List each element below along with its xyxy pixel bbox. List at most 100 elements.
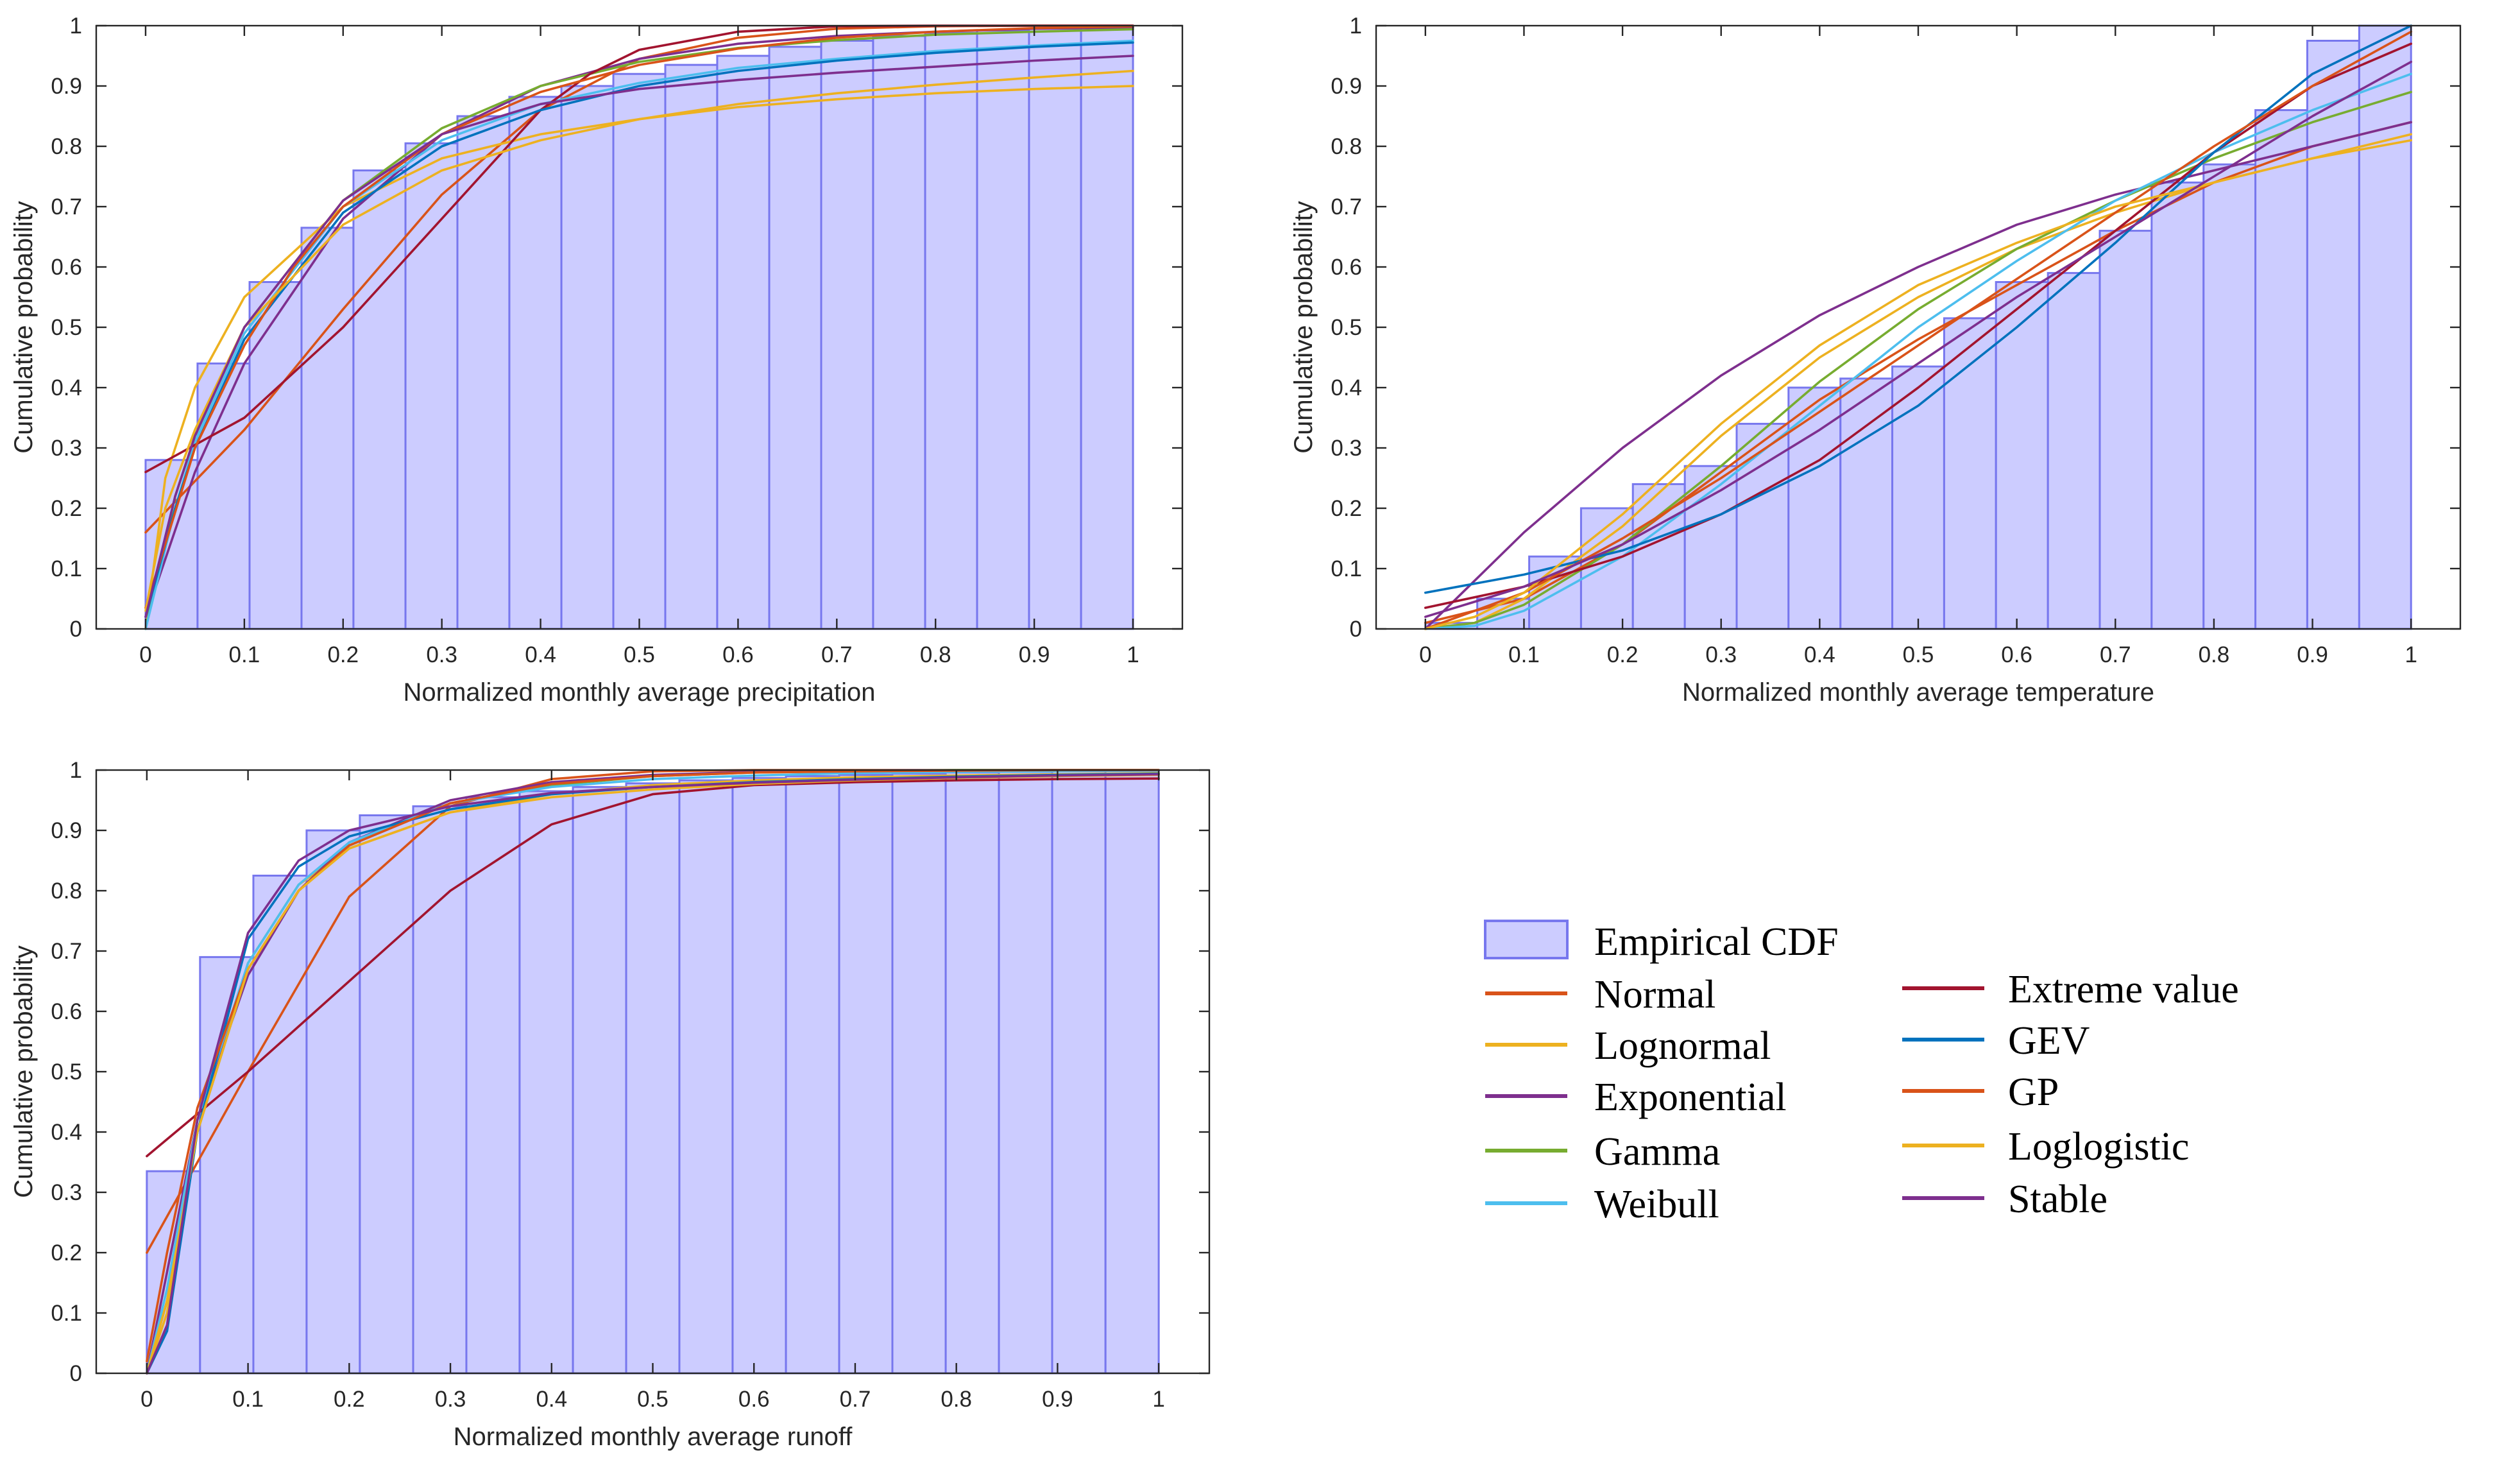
empirical-cdf-bar: [1839, 377, 1894, 630]
y-tick-label: 0.7: [51, 939, 82, 964]
empirical-cdf-bar: [508, 96, 563, 630]
x-tick-label: 0.9: [2297, 642, 2328, 667]
series-line-gamma: [1424, 90, 2412, 630]
x-tick-label: 1: [2405, 642, 2417, 667]
y-tick-label: 0.1: [1331, 556, 1362, 581]
x-tick-label: 0.3: [435, 1387, 466, 1412]
y-tick-label: 0.2: [1331, 496, 1362, 521]
x-tick-label: 0: [139, 642, 151, 667]
y-tick-label: 0.8: [51, 134, 82, 159]
x-tick-label: 0: [140, 1387, 153, 1412]
empirical-cdf-bar: [872, 35, 926, 630]
chart-bottom-left: 0 0.1 0.2 0.3 0.4 0.5 0.6 0.7 0.8 0.9 1 0 0.1 0.2 0.3 0…: [10, 758, 1211, 1451]
y-tick-label: 0.9: [51, 818, 82, 843]
series-line-weibull: [146, 769, 1160, 1375]
y-axis-label: Cumulative probability: [10, 201, 38, 454]
fitted-curves: [1424, 24, 2412, 630]
empirical-cdf-bar: [944, 771, 1000, 1375]
empirical-cdf-bar: [300, 227, 355, 630]
empirical-cdf-bar: [1051, 770, 1107, 1375]
legend-label-gp: GP: [2008, 1070, 2059, 1114]
empirical-cdf-bar: [678, 779, 734, 1375]
series-line-loglogistic: [1424, 139, 2412, 630]
series-line-extreme-value: [1424, 42, 2412, 609]
empirical-cdf-bar: [924, 31, 978, 630]
x-tick-label: 0.2: [334, 1387, 365, 1412]
x-tick-label: 0: [1419, 642, 1431, 667]
series-line-lognormal: [144, 85, 1134, 630]
x-axis-label: Normalized monthly average temperature: [1682, 678, 2154, 707]
y-tick-label: 0.3: [51, 436, 82, 461]
empirical-cdf-bar: [412, 805, 468, 1375]
x-tick-label: 0.1: [232, 1387, 264, 1412]
legend-label-loglogistic: Loglogistic: [2008, 1125, 2189, 1169]
empirical-cdf-bar: [1995, 281, 2049, 630]
empirical-cdf-bar: [359, 814, 414, 1375]
empirical-cdf-bar: [716, 55, 770, 630]
empirical-cdf-bar: [465, 796, 521, 1375]
y-tick-label: 0.5: [1331, 315, 1362, 340]
y-tick-label: 0.8: [51, 879, 82, 904]
empirical-cdf-bar: [785, 775, 840, 1375]
series-line-gp: [1424, 30, 2412, 630]
empirical-cdf-bar: [252, 875, 308, 1375]
series-line-exponential: [1424, 121, 2412, 630]
empirical-cdf-bar: [2150, 181, 2205, 630]
empirical-cdf-bar: [2254, 109, 2308, 630]
y-tick-label: 0.5: [51, 315, 82, 340]
y-tick-label: 0.3: [1331, 436, 1362, 461]
y-axis-label: Cumulative probability: [1290, 201, 1318, 454]
x-tick-label: 0.8: [941, 1387, 972, 1412]
empirical-cdf-bar: [1943, 317, 1997, 630]
empirical-cdf-bar: [820, 40, 874, 630]
y-tick-label: 0.6: [51, 999, 82, 1024]
empirical-cdf-bar: [2099, 230, 2153, 630]
series-line-weibull: [1424, 73, 2412, 630]
x-tick-label: 0.1: [229, 642, 260, 667]
x-tick-label: 0.7: [840, 1387, 871, 1412]
x-tick-label: 0.8: [920, 642, 951, 667]
y-tick-label: 0.2: [51, 496, 82, 521]
legend-label-normal: Normal: [1594, 973, 1715, 1016]
x-axis-label: Normalized monthly average precipitation: [404, 678, 876, 707]
x-tick-label: 0.7: [821, 642, 853, 667]
y-tick-label: 0: [70, 1361, 82, 1386]
y-tick-label: 0: [70, 617, 82, 642]
legend-label-weibull: Weibull: [1594, 1183, 1719, 1226]
empirical-cdf-bar: [560, 85, 615, 630]
x-tick-label: 0.5: [1903, 642, 1934, 667]
series-line-stable: [146, 773, 1160, 1375]
legend-swatch-empirical-cdf: [1484, 920, 1569, 959]
x-tick-label: 0.4: [525, 642, 556, 667]
empirical-cdf-bar: [976, 30, 1030, 630]
y-tick-label: 0.7: [1331, 194, 1362, 219]
empirical-cdf-bar: [625, 782, 681, 1375]
y-tick-label: 1: [1350, 13, 1362, 39]
y-tick-label: 1: [70, 758, 82, 783]
y-tick-label: 1: [70, 13, 82, 39]
y-tick-label: 0.1: [51, 1301, 82, 1326]
x-tick-label: 0.1: [1508, 642, 1540, 667]
y-tick-label: 0.9: [1331, 74, 1362, 99]
empirical-cdf-bar: [664, 64, 719, 630]
empirical-cdf-bar: [2306, 40, 2360, 630]
y-tick-label: 0.4: [1331, 375, 1362, 400]
x-tick-label: 1: [1127, 642, 1139, 667]
empirical-cdf-bars: [1424, 24, 2412, 630]
empirical-cdf-bar: [2202, 163, 2257, 630]
legend-label-lognormal: Lognormal: [1594, 1024, 1771, 1068]
empirical-cdf-bar: [1080, 26, 1134, 630]
legend-label-empirical-cdf: Empirical CDF: [1594, 920, 1839, 964]
series-line-stable: [1424, 60, 2412, 618]
x-tick-label: 0.6: [738, 1387, 770, 1412]
legend-label-stable: Stable: [2008, 1178, 2107, 1221]
y-tick-label: 0.8: [1331, 134, 1362, 159]
x-tick-label: 0.4: [536, 1387, 567, 1412]
x-tick-label: 0.2: [327, 642, 359, 667]
legend-label-extreme-value: Extreme value: [2008, 968, 2239, 1011]
x-tick-label: 0.5: [624, 642, 655, 667]
empirical-cdf-bar: [731, 776, 787, 1375]
x-tick-label: 0.4: [1804, 642, 1835, 667]
